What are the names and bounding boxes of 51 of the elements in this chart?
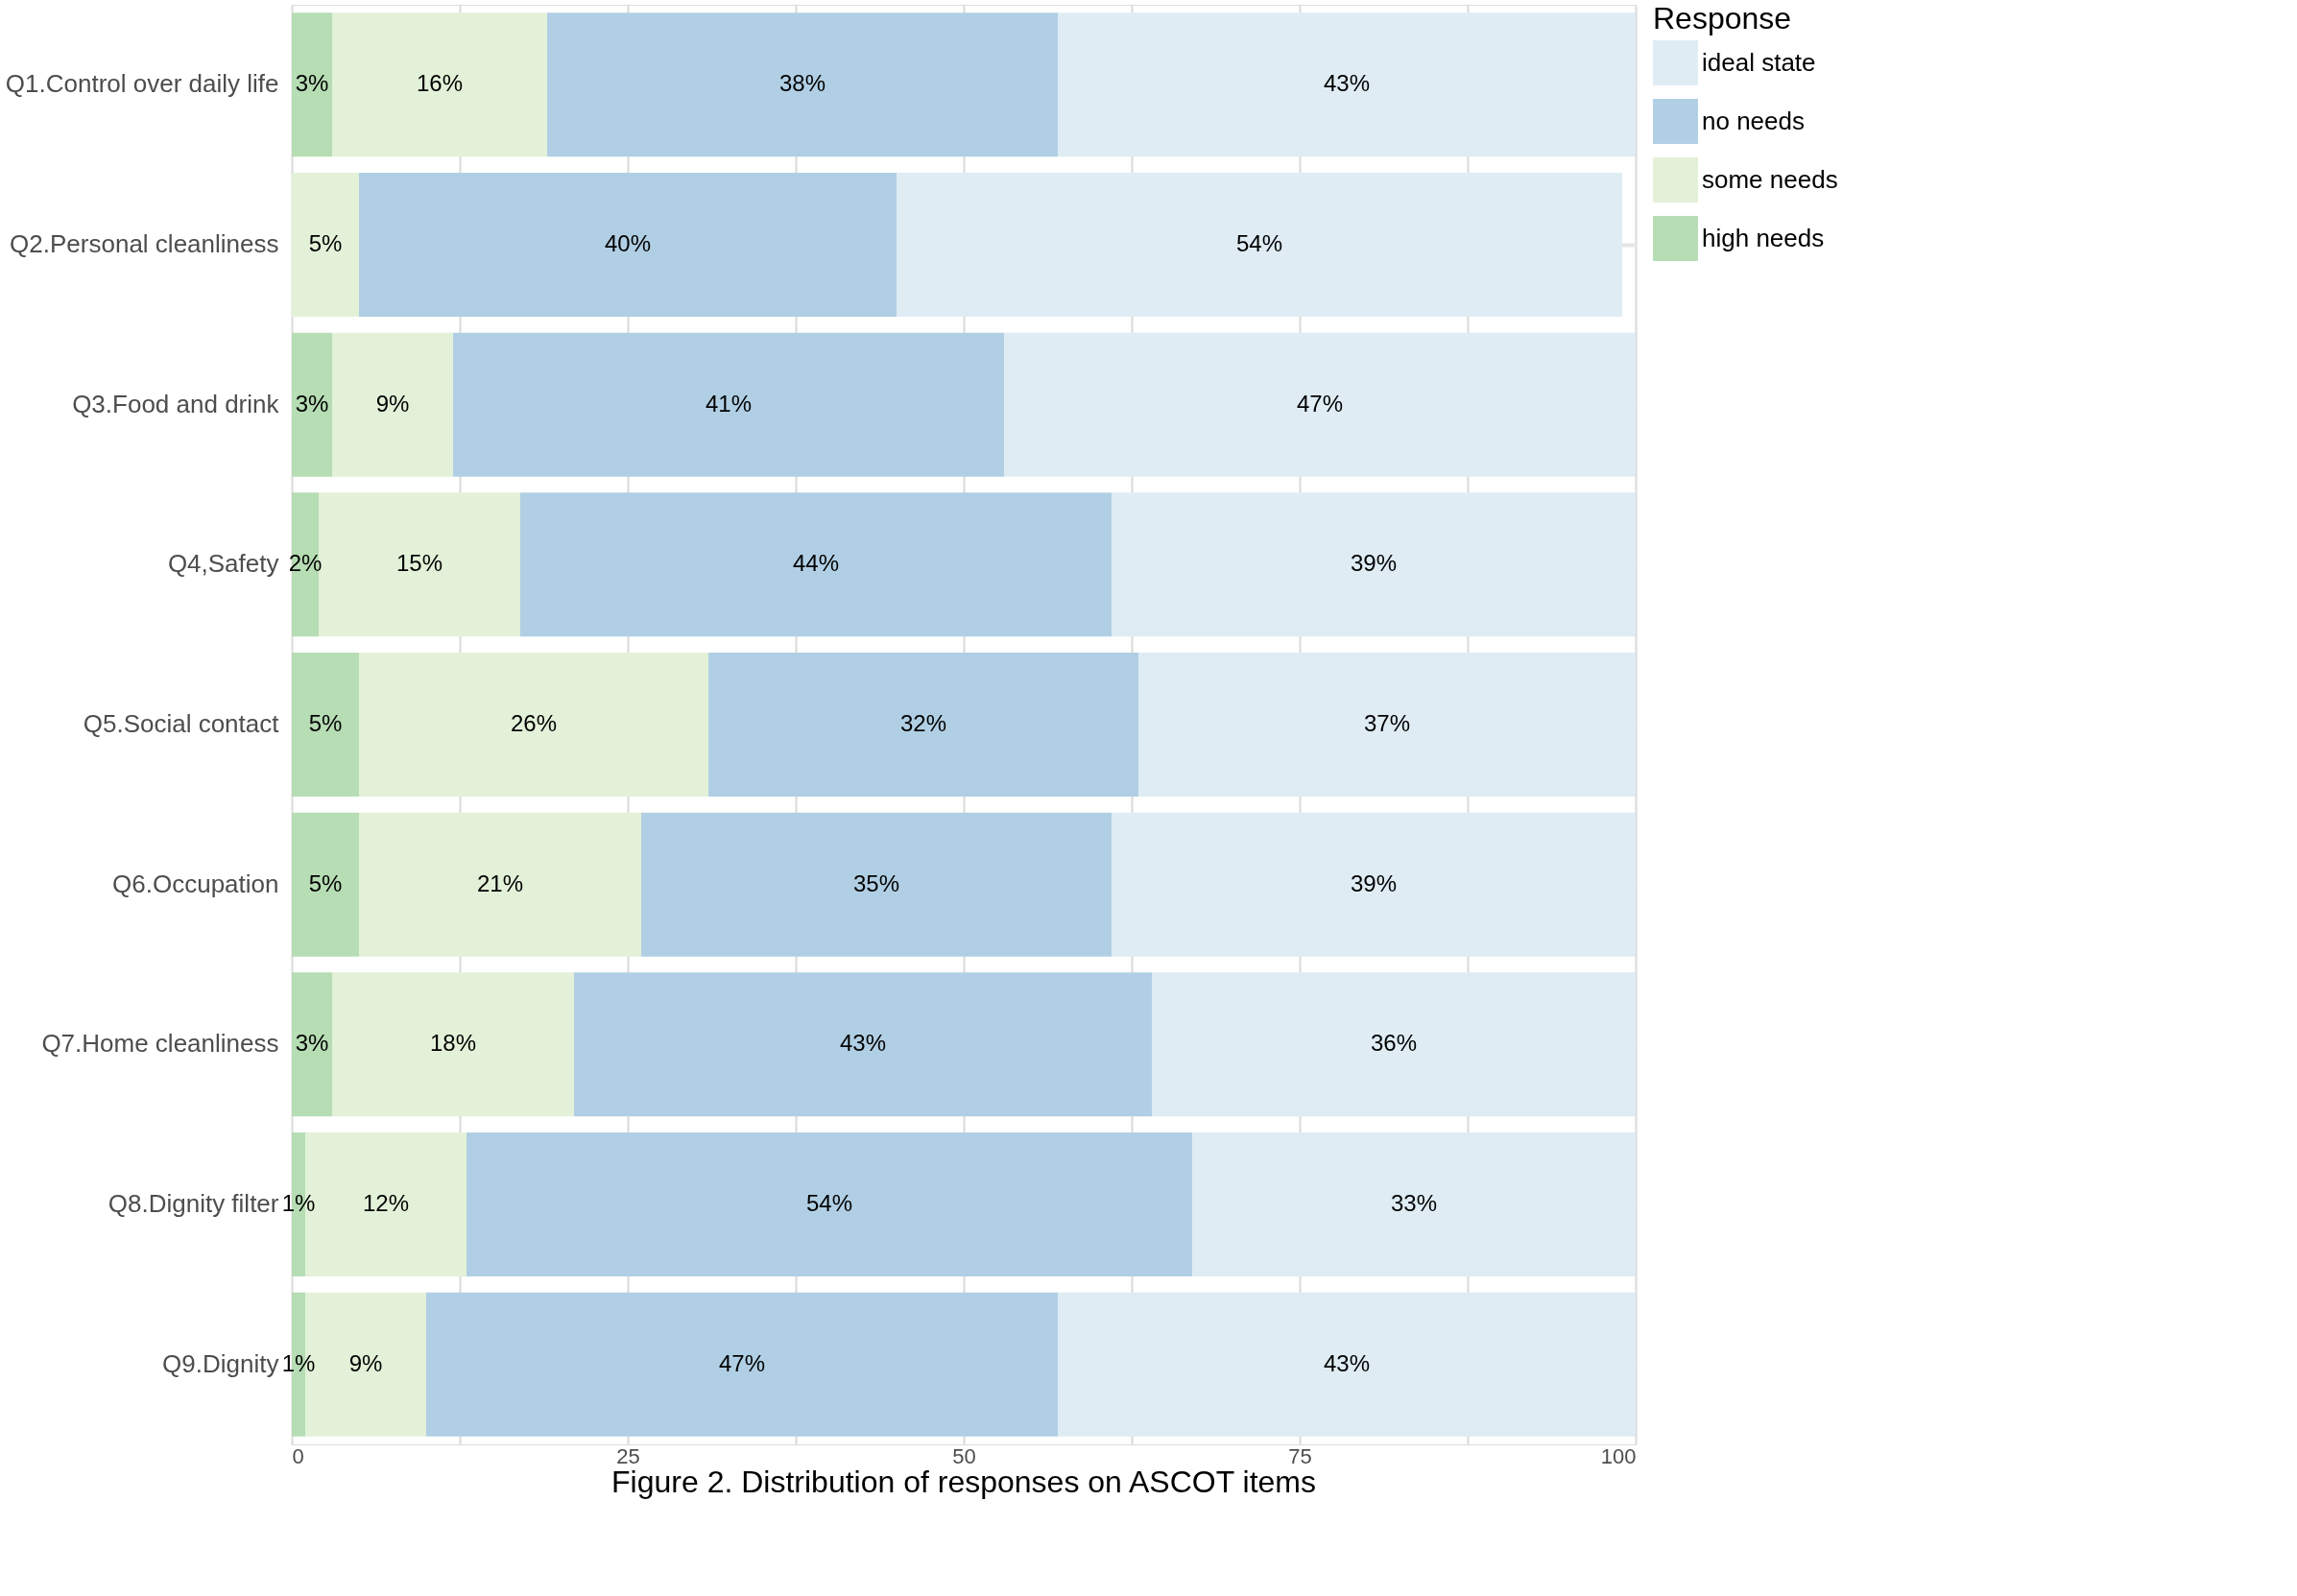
data-label: 15% [395, 550, 443, 577]
x-tick-label: 0 [292, 1443, 304, 1468]
data-label: 38% [778, 70, 826, 97]
data-label: 39% [1350, 869, 1398, 896]
data-label: 1% [281, 1349, 316, 1376]
data-label: 37% [1363, 710, 1411, 736]
legend-label: no needs [1702, 106, 1805, 135]
y-tick-label: Q2.Personal cleanliness [10, 229, 279, 258]
y-tick-label: Q3.Food and drink [72, 389, 280, 418]
y-tick-label: Q1.Control over daily life [5, 69, 279, 99]
data-label: 16% [416, 70, 464, 97]
legend-label: some needs [1702, 164, 1838, 194]
data-label: 1% [281, 1190, 316, 1216]
data-label: 18% [429, 1030, 477, 1057]
data-label: 9% [375, 390, 410, 417]
y-tick-label: Q8.Dignity filter [108, 1189, 279, 1218]
legend-label: high needs [1702, 223, 1825, 252]
data-label: 47% [1296, 390, 1344, 417]
y-tick-label: Q7.Home cleanliness [41, 1029, 279, 1059]
data-label: 36% [1370, 1030, 1418, 1057]
legend-title: Response [1653, 1, 1792, 36]
y-tick-label: Q5.Social contact [83, 709, 280, 738]
data-label: 54% [1235, 230, 1283, 256]
data-label: 35% [852, 869, 900, 896]
data-label: 3% [295, 390, 329, 417]
data-label: 12% [362, 1190, 410, 1216]
data-label: 2% [288, 550, 323, 577]
x-tick-label: 100 [1600, 1443, 1637, 1468]
data-label: 44% [792, 550, 840, 577]
data-label: 21% [476, 869, 524, 896]
y-tick-label: Q6.Occupation [112, 869, 279, 898]
data-label: 54% [805, 1190, 853, 1216]
data-label: 39% [1350, 550, 1398, 577]
data-label: 32% [899, 710, 947, 736]
data-label: 5% [308, 230, 343, 256]
data-label: 3% [295, 1030, 329, 1057]
data-label: 47% [718, 1349, 766, 1376]
data-label: 5% [308, 710, 343, 736]
y-tick-label: Q4,Safety [167, 549, 279, 579]
data-label: 26% [510, 710, 558, 736]
data-label: 41% [705, 390, 753, 417]
data-label: 9% [348, 1349, 383, 1376]
data-label: 33% [1390, 1190, 1438, 1216]
y-tick-label: Q9.Dignity [162, 1348, 279, 1378]
data-label: 43% [839, 1030, 887, 1057]
data-label: 40% [604, 230, 652, 256]
data-label: 3% [295, 70, 329, 97]
data-label: 43% [1323, 1349, 1371, 1376]
data-label: 43% [1323, 70, 1371, 97]
data-label: 5% [308, 869, 343, 896]
legend-label: ideal state [1702, 47, 1816, 77]
